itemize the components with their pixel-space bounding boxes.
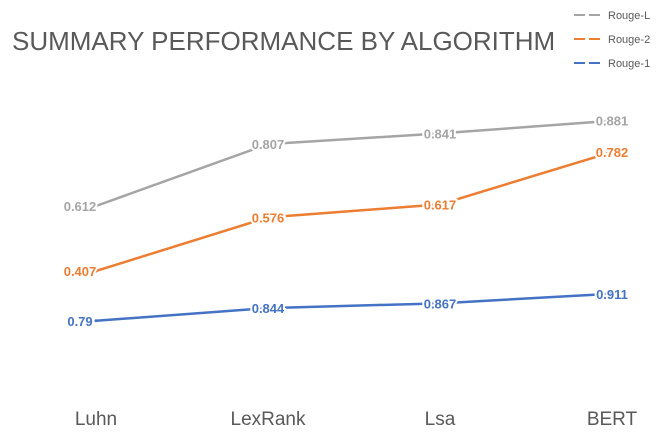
x-tick-label: Lsa: [425, 409, 456, 430]
data-label-rouge-1: 0.844: [252, 301, 285, 316]
data-point-rouge-l: [610, 119, 614, 123]
data-point-rouge-1: [94, 319, 98, 323]
data-point-rouge-l: [94, 204, 98, 208]
data-label-rouge-1: 0.867: [424, 296, 457, 311]
data-point-rouge-1: [438, 301, 442, 305]
legend-label: Rouge-1: [608, 58, 650, 70]
legend-item-rouge-l: Rouge-L: [574, 10, 650, 22]
series-line-rouge-2: [94, 150, 614, 273]
data-label-rouge-l: 0.841: [424, 126, 457, 141]
data-label-rouge-l: 0.881: [596, 114, 629, 129]
x-axis: Luhn LexRank Lsa BERT: [75, 409, 638, 430]
data-label-rouge-l: 0.807: [252, 137, 285, 152]
data-point-rouge-1: [610, 292, 614, 296]
data-point-rouge-2: [438, 202, 442, 206]
legend-item-rouge-2: Rouge-2: [574, 34, 650, 46]
legend: Rouge-L Rouge-2 Rouge-1: [574, 10, 650, 70]
data-label-rouge-2: 0.576: [252, 210, 285, 225]
data-label-rouge-l: 0.612: [64, 199, 97, 214]
legend-item-rouge-1: Rouge-1: [574, 58, 650, 70]
series-line-rouge-l: [94, 119, 614, 208]
data-point-rouge-2: [266, 215, 270, 219]
data-label-rouge-2: 0.407: [64, 264, 97, 279]
data-point-rouge-l: [438, 131, 442, 135]
chart-title: SUMMARY PERFORMANCE BY ALGORITHM: [12, 26, 555, 56]
data-point-rouge-1: [266, 306, 270, 310]
legend-label: Rouge-2: [608, 34, 650, 46]
data-label-rouge-2: 0.782: [596, 145, 629, 160]
data-label-rouge-2: 0.617: [424, 197, 457, 212]
legend-label: Rouge-L: [608, 10, 650, 22]
x-tick-label: BERT: [587, 409, 638, 430]
x-tick-label: Luhn: [75, 409, 117, 430]
series-line-rouge-1: [94, 292, 614, 322]
data-label-rouge-1: 0.79: [67, 314, 92, 329]
data-point-rouge-2: [610, 150, 614, 154]
x-tick-label: LexRank: [231, 409, 306, 430]
data-point-rouge-l: [266, 142, 270, 146]
data-label-rouge-1: 0.911: [596, 287, 628, 302]
data-point-rouge-2: [94, 269, 98, 273]
series-layer: 0.612 0.807 0.841 0.881 0.407 0.576 0.617 0.782…: [62, 112, 631, 331]
